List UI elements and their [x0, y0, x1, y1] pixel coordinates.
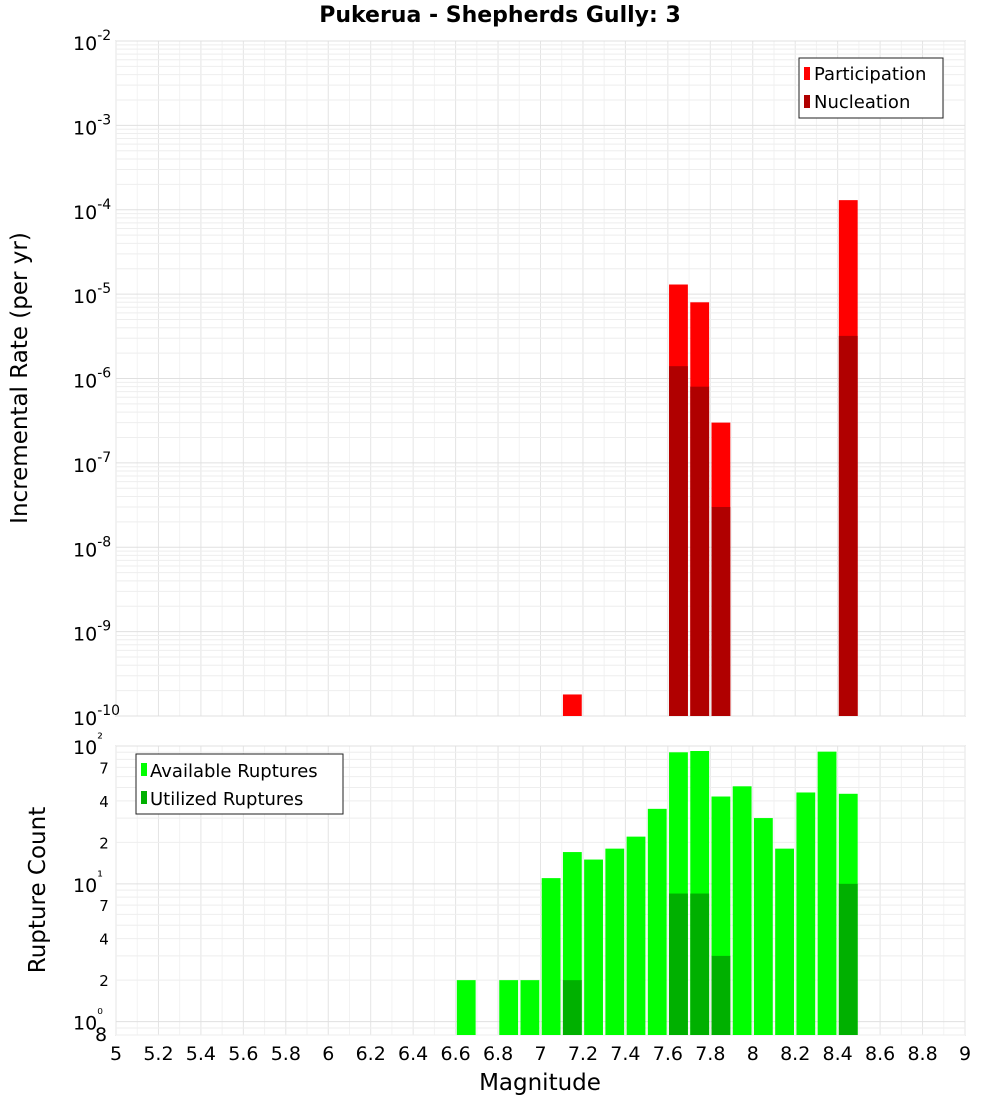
x-tick-label: 5.4	[186, 1043, 216, 1065]
bottom-y-tick-label-8: 8	[95, 1024, 107, 1046]
x-tick-label: 8.6	[865, 1043, 895, 1065]
x-tick-label: 6.6	[440, 1043, 470, 1065]
rupture-count-panel: 10⁰ 10¹ 10² 2 4 7 2 4 7 8 5 5.2 5.4 5.6 5.8 6 6.2 6.4 6.6…	[25, 731, 971, 1096]
top-y-tick-label: 10-2	[73, 28, 111, 55]
x-tick-label: 8.8	[907, 1043, 937, 1065]
bar-available-ruptures	[796, 792, 816, 1035]
legend-nucleation-label: Nucleation	[814, 92, 910, 113]
x-tick-label: 7	[534, 1043, 546, 1065]
bottom-bars	[456, 750, 858, 1035]
x-tick-label: 5.6	[228, 1043, 258, 1065]
x-tick-label: 5.2	[143, 1043, 173, 1065]
bar-available-ruptures	[541, 878, 561, 1035]
top-y-tick-label: 10-6	[73, 366, 111, 393]
bar-utilized-ruptures	[711, 955, 731, 1035]
bottom-y-tick-label: 10¹	[73, 869, 103, 897]
legend-utilized-swatch	[141, 791, 147, 804]
x-tick-label: 6	[322, 1043, 334, 1065]
top-y-tick-label: 10-8	[73, 534, 111, 561]
bar-nucleation	[669, 366, 688, 716]
bar-utilized-ruptures	[838, 883, 858, 1035]
top-y-tick-label: 10-3	[73, 112, 111, 139]
bottom-y-minor-tick-label: 2	[99, 834, 109, 852]
bar-available-ruptures	[605, 848, 625, 1035]
top-y-tick-label: 10-9	[73, 619, 111, 646]
bar-available-ruptures	[817, 751, 837, 1035]
top-y-axis-label: Incremental Rate (per yr)	[7, 232, 33, 524]
x-tick-label: 5	[110, 1043, 122, 1065]
x-ticks: 5 5.2 5.4 5.6 5.8 6 6.2 6.4 6.6 6.8 7 7.2 7.4 7.6 7.8 8…	[110, 1043, 971, 1065]
legend-available-label: Available Ruptures	[150, 761, 318, 782]
bottom-legend-box	[135, 753, 344, 815]
chart-title: Pukerua - Shepherds Gully: 3	[319, 3, 681, 28]
bar-available-ruptures	[753, 818, 773, 1035]
participation-nucleation-panel: 10-2 10-3 10-4 10-5 10-6 10-7 10-8 10-9 10-10 In…	[7, 28, 966, 730]
bottom-y-minor-tick-label: 7	[99, 759, 109, 777]
x-tick-label: 5.8	[271, 1043, 301, 1065]
bar-utilized-ruptures	[690, 893, 710, 1035]
bar-utilized-ruptures	[669, 893, 688, 1035]
bar-participation	[562, 694, 582, 716]
top-y-tick-label: 10-7	[73, 450, 111, 477]
bar-available-ruptures	[732, 786, 752, 1035]
top-y-tick-label: 10-5	[73, 281, 111, 308]
bottom-y-tick-label: 10⁰	[73, 1007, 103, 1035]
bottom-grid	[115, 745, 966, 1036]
top-legend: Participation Nucleation	[798, 57, 944, 119]
bottom-y-minor-tick-label: 4	[99, 931, 109, 949]
x-tick-label: 7.4	[610, 1043, 640, 1065]
bottom-y-tick-label: 10²	[73, 731, 103, 759]
x-tick-label: 8.2	[780, 1043, 810, 1065]
x-tick-label: 7.2	[568, 1043, 598, 1065]
bottom-y-minor-tick-label: 2	[99, 972, 109, 990]
top-bars	[562, 200, 858, 716]
bar-nucleation	[690, 386, 710, 716]
bar-available-ruptures	[775, 848, 794, 1035]
top-y-ticks: 10-2 10-3 10-4 10-5 10-6 10-7 10-8 10-9 10-10	[73, 28, 120, 730]
top-y-tick-label: 10-10	[73, 703, 120, 730]
legend-nucleation-swatch	[804, 95, 810, 108]
x-tick-label: 6.2	[356, 1043, 386, 1065]
top-grid	[115, 40, 966, 717]
bottom-legend: Available Ruptures Utilized Ruptures	[135, 753, 344, 815]
bar-nucleation	[838, 335, 858, 716]
bottom-y-minor-tick-label: 4	[99, 793, 109, 811]
legend-participation-swatch	[804, 67, 810, 80]
bar-available-ruptures	[584, 859, 603, 1035]
bar-available-ruptures	[626, 836, 646, 1035]
bar-available-ruptures	[456, 980, 476, 1035]
bar-available-ruptures	[499, 980, 519, 1035]
top-y-tick-label: 10-4	[73, 197, 111, 224]
x-tick-label: 8	[747, 1043, 759, 1065]
bar-available-ruptures	[520, 980, 540, 1035]
x-tick-label: 9	[959, 1043, 971, 1065]
legend-utilized-label: Utilized Ruptures	[150, 789, 303, 810]
bar-utilized-ruptures	[562, 980, 582, 1035]
bottom-y-ticks: 10⁰ 10¹ 10² 2 4 7 2 4 7 8	[73, 731, 109, 1046]
x-tick-label: 6.4	[398, 1043, 428, 1065]
x-tick-label: 7.8	[695, 1043, 725, 1065]
top-legend-box	[798, 57, 944, 119]
x-tick-label: 6.8	[483, 1043, 513, 1065]
x-tick-label: 8.4	[823, 1043, 853, 1065]
x-tick-label: 7.6	[653, 1043, 683, 1065]
bar-available-ruptures	[647, 808, 667, 1035]
bar-nucleation	[711, 506, 731, 716]
legend-available-swatch	[141, 763, 147, 776]
x-axis-label: Magnitude	[479, 1070, 601, 1096]
bottom-y-minor-tick-label: 7	[99, 897, 109, 915]
legend-participation-label: Participation	[814, 64, 926, 85]
bottom-y-axis-label: Rupture Count	[25, 807, 51, 973]
